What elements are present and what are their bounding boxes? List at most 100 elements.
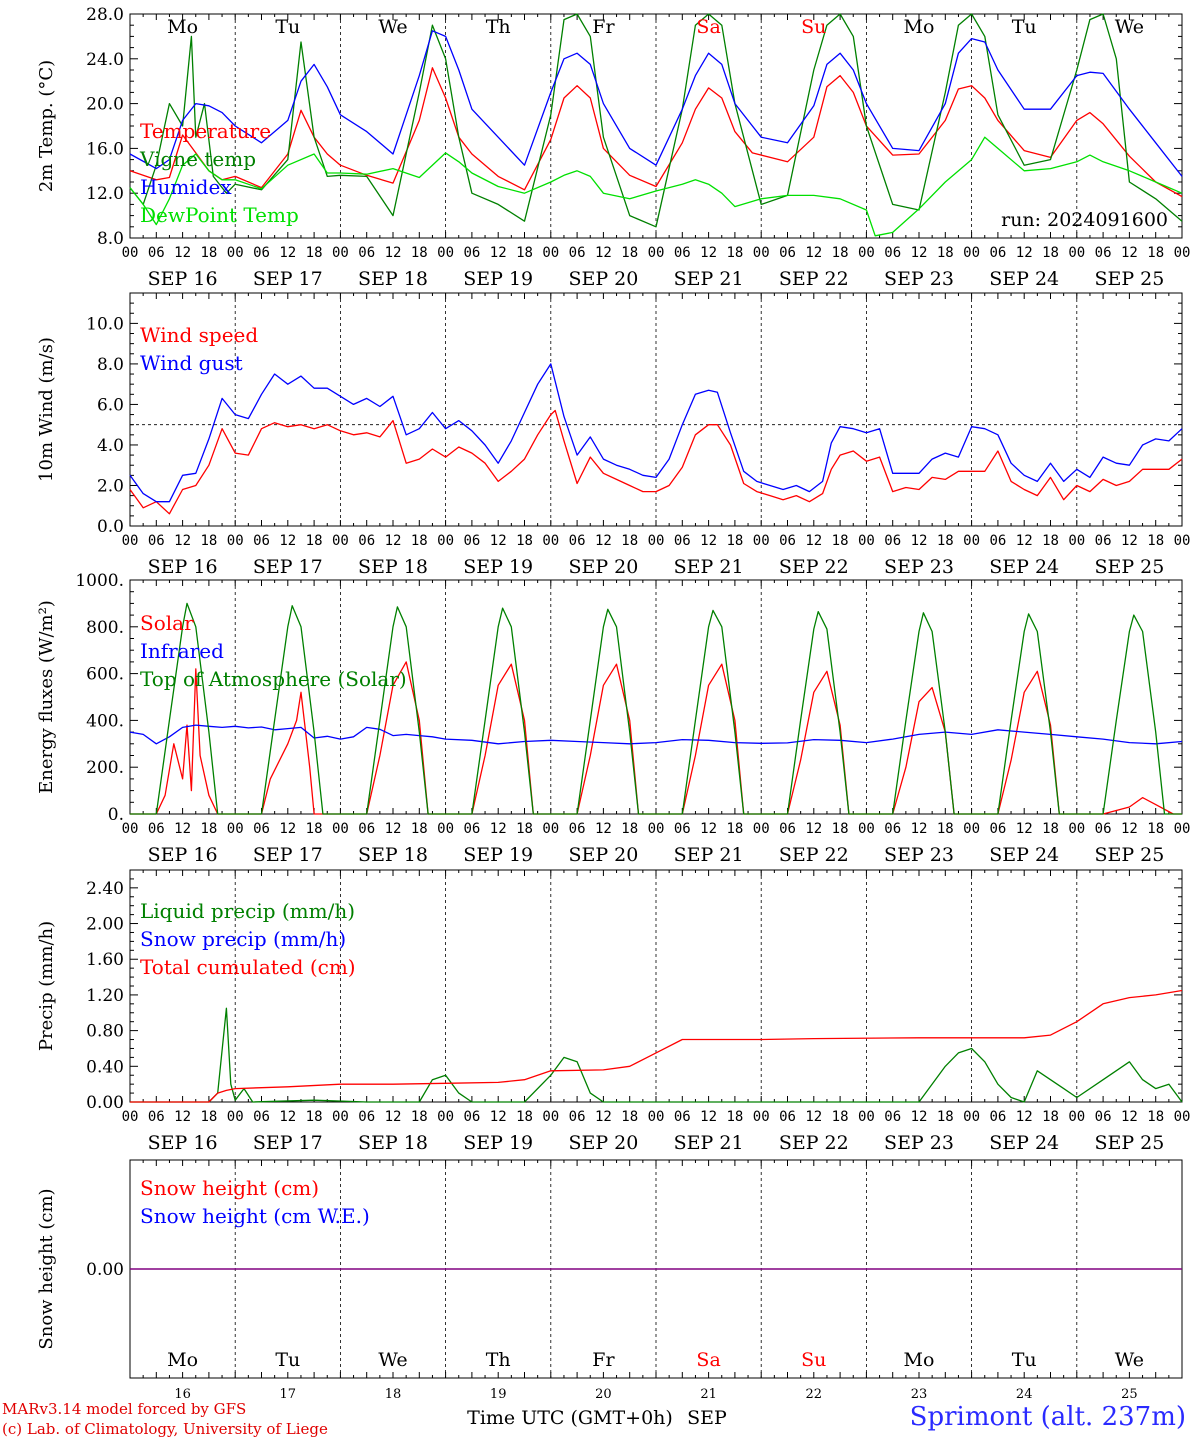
run-label: run: 2024091600 [1001, 209, 1168, 231]
hour-label: 06 [989, 245, 1006, 261]
hour-label: 06 [569, 245, 586, 261]
date-label: SEP 18 [358, 268, 428, 290]
hour-label: 12 [490, 1109, 507, 1125]
legend-entry: Liquid precip (mm/h) [140, 899, 355, 923]
hour-label: 00 [648, 821, 665, 837]
legend-entry: Vigne temp [139, 147, 256, 171]
hour-label: 00 [542, 1109, 559, 1125]
hour-label: 06 [779, 245, 796, 261]
hour-label: 12 [385, 245, 402, 261]
legend-entry: Humidex [140, 175, 232, 199]
day-number-label: 19 [490, 1387, 507, 1402]
hour-label: 00 [963, 533, 980, 549]
date-label: SEP 22 [779, 1132, 849, 1154]
hour-label: 18 [621, 245, 638, 261]
date-label: SEP 17 [253, 844, 323, 866]
legend-entry: Infrared [140, 639, 224, 663]
hour-label: 18 [306, 245, 323, 261]
hour-label: 12 [595, 821, 612, 837]
date-label: SEP 20 [568, 844, 638, 866]
hour-label: 12 [279, 821, 296, 837]
series-lines [129, 13, 1183, 1270]
hour-label: 00 [332, 821, 349, 837]
legend-entry: Wind speed [140, 323, 258, 347]
hour-label: 06 [884, 821, 901, 837]
date-label: SEP 25 [1094, 844, 1164, 866]
y-tick-label: 2.0 [97, 476, 124, 496]
hour-label: 12 [1121, 821, 1138, 837]
hour-label: 06 [569, 821, 586, 837]
hour-label: 12 [490, 533, 507, 549]
hour-label: 12 [700, 245, 717, 261]
date-label: SEP 17 [253, 268, 323, 290]
day-number-label: 21 [700, 1387, 717, 1402]
day-of-week-label: We [1115, 1349, 1144, 1371]
hour-label: 18 [726, 821, 743, 837]
date-label: SEP 24 [989, 556, 1059, 578]
hour-label: 00 [1068, 533, 1085, 549]
hour-label: 18 [937, 533, 954, 549]
date-label: SEP 18 [358, 556, 428, 578]
y-tick-label: 0.0 [97, 517, 124, 537]
day-of-week-label: Tu [1012, 16, 1037, 38]
hour-label: 00 [753, 245, 770, 261]
month-label: SEP [687, 1407, 727, 1429]
hour-label: 06 [358, 821, 375, 837]
hour-label: 18 [1147, 533, 1164, 549]
date-label: SEP 25 [1094, 268, 1164, 290]
hour-label: 00 [1174, 1109, 1191, 1125]
hour-label: 06 [779, 1109, 796, 1125]
y-tick-label: 400. [86, 711, 124, 731]
y-tick-label: 1.60 [86, 950, 124, 970]
hour-label: 06 [148, 245, 165, 261]
hour-label: 12 [1016, 533, 1033, 549]
y-tick-label: 24.0 [86, 50, 124, 70]
day-of-week-label: Sa [696, 1349, 720, 1371]
y-tick-label: 8.0 [97, 229, 124, 249]
legend-entry: Solar [140, 611, 194, 635]
date-label: SEP 16 [148, 268, 218, 290]
hour-label: 12 [174, 533, 191, 549]
hour-label: 18 [411, 533, 428, 549]
day-of-week-label: Fr [592, 16, 615, 38]
hour-label: 06 [358, 533, 375, 549]
hour-label: 06 [463, 1109, 480, 1125]
hour-label: 06 [569, 1109, 586, 1125]
hour-label: 06 [148, 533, 165, 549]
hour-label: 18 [200, 1109, 217, 1125]
legend-entry: DewPoint Temp [140, 203, 299, 227]
date-label: SEP 25 [1094, 556, 1164, 578]
hour-label: 12 [279, 245, 296, 261]
hour-label: 06 [989, 1109, 1006, 1125]
y-tick-label: 200. [86, 758, 124, 778]
hour-label: 12 [1121, 1109, 1138, 1125]
date-label: SEP 24 [989, 268, 1059, 290]
hour-label: 18 [516, 1109, 533, 1125]
hour-label: 00 [858, 821, 875, 837]
hour-label: 12 [490, 821, 507, 837]
hour-label: 12 [385, 821, 402, 837]
y-tick-label: 20.0 [86, 95, 124, 115]
date-label: SEP 23 [884, 556, 954, 578]
hour-label: 00 [1174, 245, 1191, 261]
panel-1-series [129, 13, 1183, 237]
hour-label: 12 [911, 533, 928, 549]
date-label: SEP 18 [358, 1132, 428, 1154]
hour-label: 18 [1147, 1109, 1164, 1125]
hour-label: 12 [1121, 533, 1138, 549]
day-of-week-label: Th [486, 1349, 511, 1371]
hour-label: 12 [805, 1109, 822, 1125]
hour-label: 18 [726, 245, 743, 261]
hour-label: 12 [595, 1109, 612, 1125]
legend-entry: Snow precip (mm/h) [140, 927, 346, 951]
y-tick-label: 6.0 [97, 395, 124, 415]
hour-label: 00 [542, 821, 559, 837]
y-tick-label: 0.00 [86, 1093, 124, 1113]
series-liquid-precip-mm-h- [130, 1007, 1183, 1103]
y-tick-label: 12.0 [86, 184, 124, 204]
day-number-label: 22 [806, 1387, 823, 1402]
day-of-week-label: Tu [275, 1349, 300, 1371]
day-of-week-label: Mo [167, 16, 198, 38]
hour-label: 18 [726, 1109, 743, 1125]
hour-label: 12 [385, 533, 402, 549]
